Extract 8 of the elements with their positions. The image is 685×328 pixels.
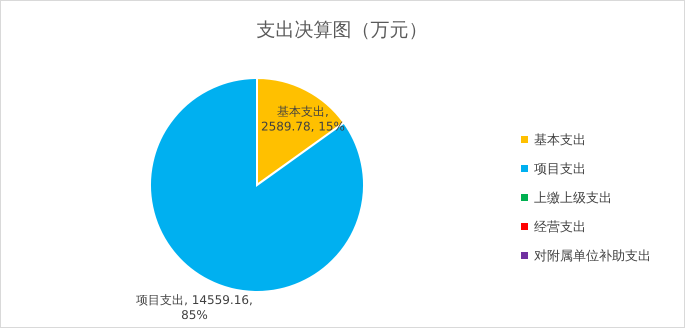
legend-label: 经营支出: [534, 220, 586, 235]
pie-slice: [149, 77, 365, 293]
data-label: 项目支出, 14559.16, 85%: [136, 292, 253, 322]
legend-label: 项目支出: [534, 162, 586, 177]
legend-label: 对附属单位补助支出: [534, 249, 651, 264]
legend-label: 基本支出: [534, 133, 586, 148]
chart-title: 支出决算图（万元）: [256, 19, 428, 41]
legend-label: 上缴上级支出: [534, 191, 612, 206]
